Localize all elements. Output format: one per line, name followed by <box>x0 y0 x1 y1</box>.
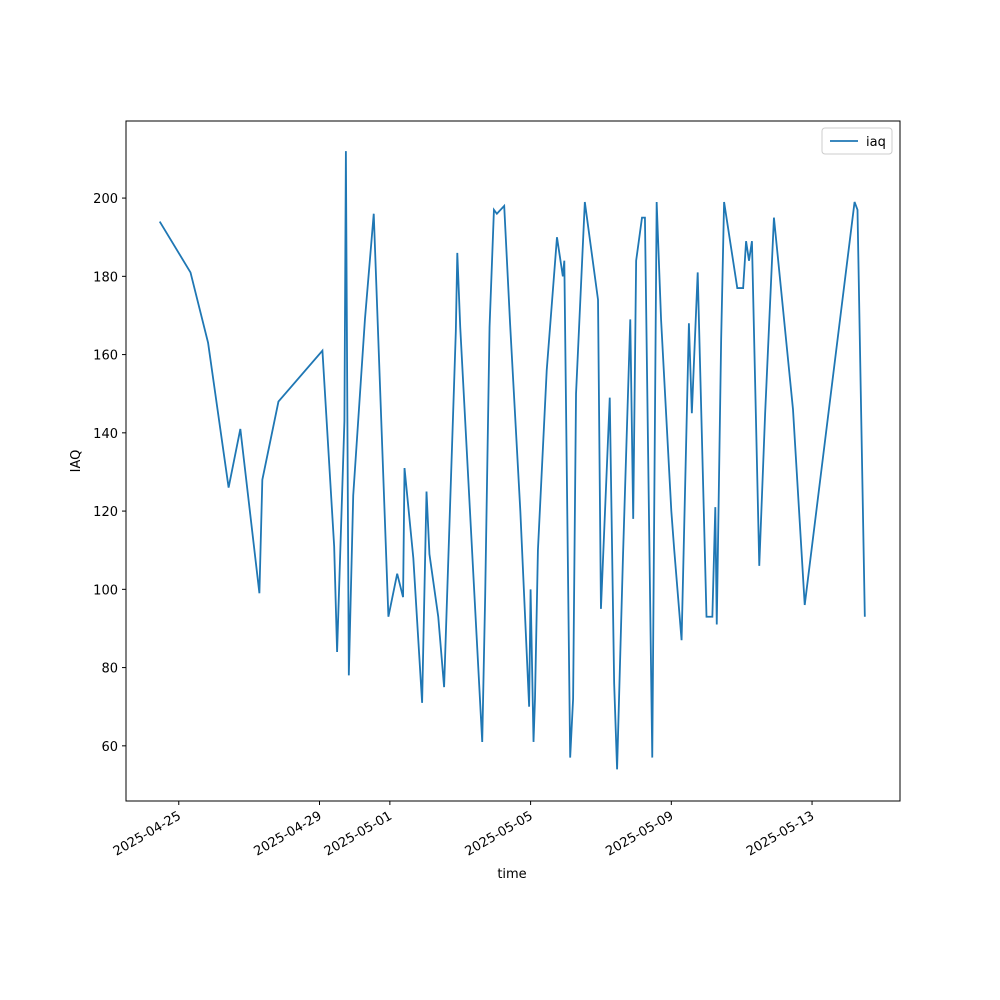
y-tick-label: 200 <box>93 192 118 207</box>
axes-frame <box>125 120 901 802</box>
y-tick-label: 60 <box>101 740 118 755</box>
y-tick-label: 80 <box>101 662 118 677</box>
x-tick-label: 2025-04-29 <box>252 809 325 860</box>
y-tick-label: 160 <box>93 349 118 364</box>
line-series <box>158 151 866 770</box>
y-tick-label: 120 <box>93 505 118 520</box>
x-tick-label: 2025-05-01 <box>322 809 395 860</box>
y-tick-label: 180 <box>93 270 118 285</box>
x-axis-label: time <box>497 867 526 882</box>
x-tick-label: 2025-05-09 <box>603 809 676 860</box>
y-axis-label: IAQ <box>69 450 84 473</box>
legend-label: iaq <box>866 135 886 150</box>
x-tick-label: 2025-05-13 <box>744 809 817 860</box>
x-tick-label: 2025-05-05 <box>463 809 536 860</box>
x-tick-label: 2025-04-25 <box>111 809 184 860</box>
y-tick-label: 100 <box>93 583 118 598</box>
y-tick-label: 140 <box>93 427 118 442</box>
